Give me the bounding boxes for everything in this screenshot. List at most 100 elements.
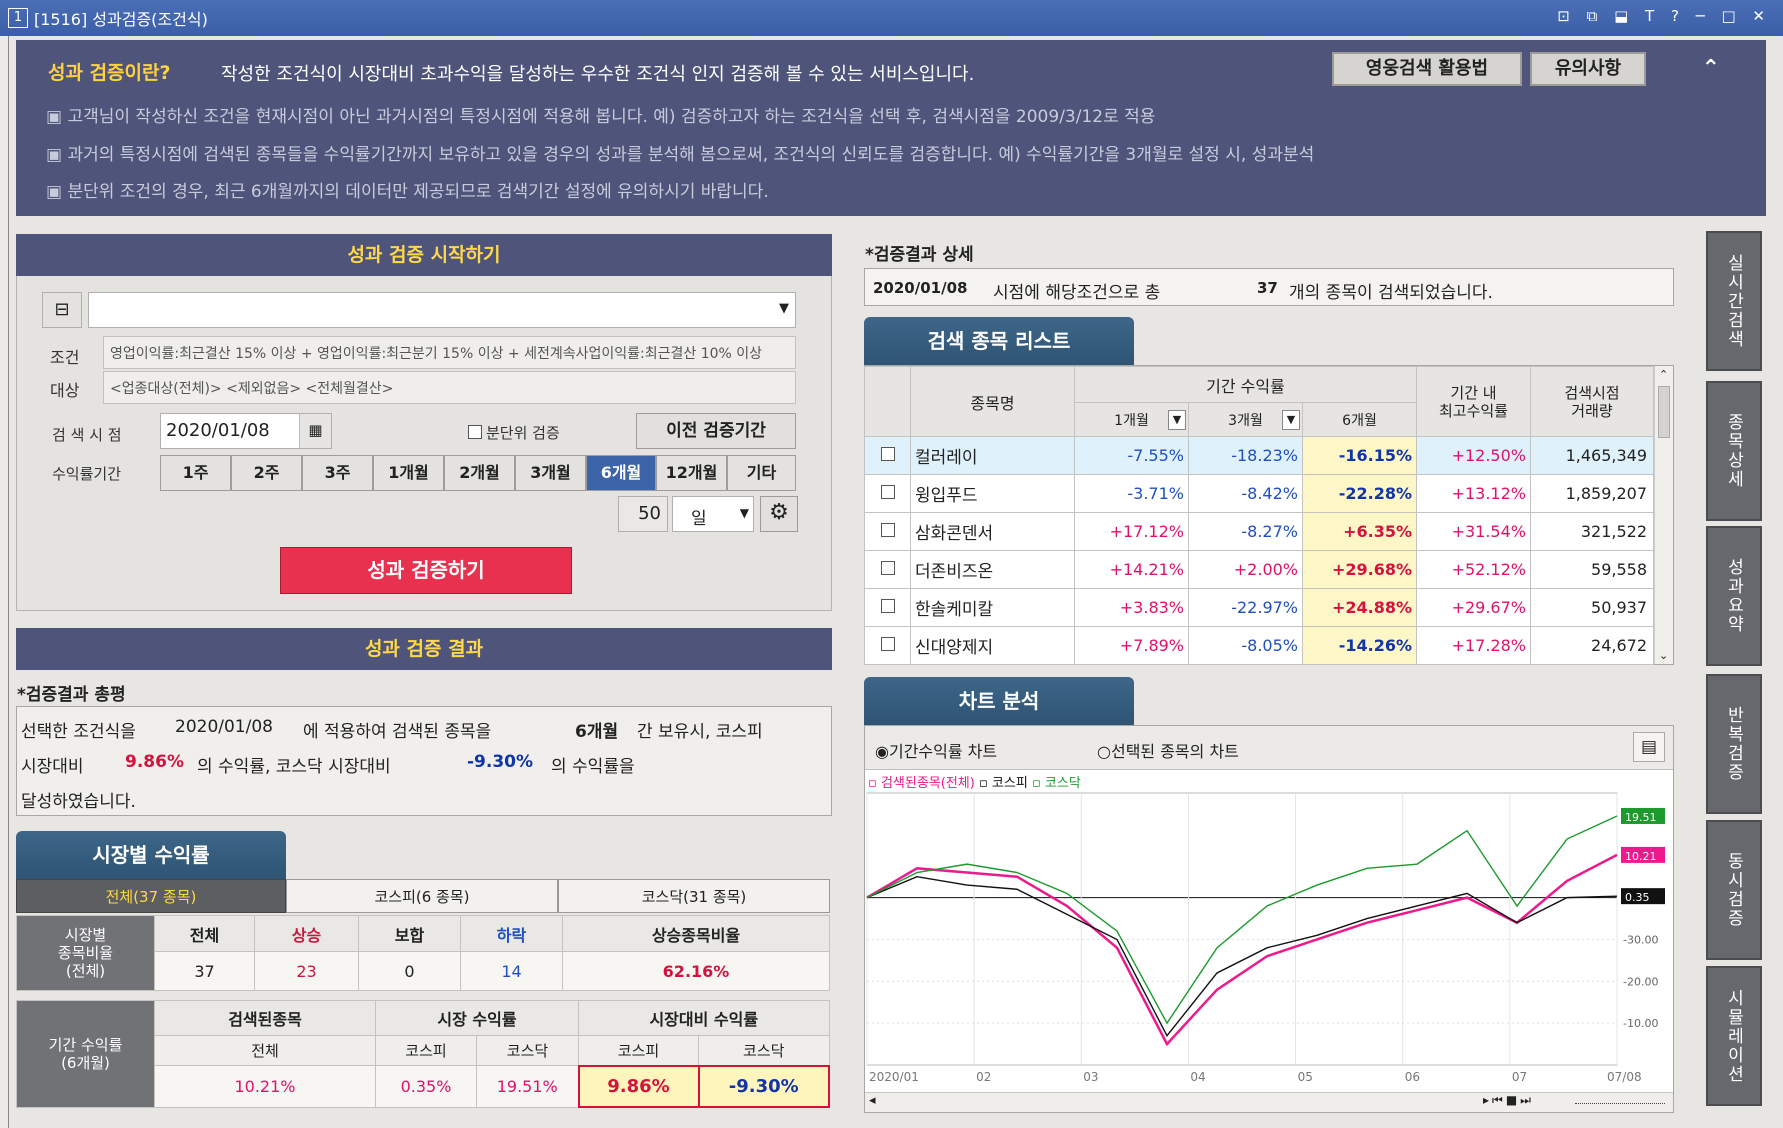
- notice-button[interactable]: 유의사항: [1530, 52, 1646, 86]
- return-1m: +3.83%: [1074, 588, 1189, 627]
- window-controls[interactable]: ⊡ ⧉ ⬓ T ? ─ □ ✕: [1557, 7, 1771, 25]
- detail-date: 2020/01/08: [873, 279, 968, 297]
- x-tick-label: 2020/01: [869, 1070, 919, 1084]
- side-tab-repeat-verify[interactable]: 반복검증: [1706, 674, 1762, 814]
- run-verify-button[interactable]: 성과 검증하기: [280, 547, 572, 594]
- radio-selected-chart[interactable]: ○선택된 종목의 차트: [1097, 742, 1239, 761]
- subtab-kosdaq[interactable]: 코스닥(31 종목): [558, 879, 830, 913]
- stock-row[interactable]: 윙입푸드 -3.71% -8.42% -22.28% +13.12% 1,859,207: [864, 474, 1654, 513]
- chevron-up-icon[interactable]: ⌃: [1659, 368, 1669, 381]
- x-tick-label: 04: [1190, 1070, 1205, 1084]
- chart-scroll[interactable]: ◂ ▸⏮■⏭: [865, 1092, 1673, 1112]
- subtab-kospi[interactable]: 코스피(6 종목): [286, 879, 558, 913]
- scroll-thumb[interactable]: [1658, 386, 1670, 438]
- stock-row[interactable]: 한솔케미칼 +3.83% -22.97% +24.88% +29.67% 50,937: [864, 588, 1654, 627]
- excess-return-kosdaq: -9.30%: [697, 1064, 830, 1108]
- minute-checkbox[interactable]: [468, 425, 482, 439]
- window-titlebar: 1 [1516] 성과검증(조건식) ⊡ ⧉ ⬓ T ? ─ □ ✕: [0, 0, 1783, 36]
- volume: 321,522: [1530, 512, 1654, 551]
- scroll-left-icon[interactable]: ◂: [869, 1093, 876, 1108]
- radio-period-chart[interactable]: ◉기간수익률 차트: [875, 742, 998, 761]
- col-3m[interactable]: 3개월 ▼: [1188, 402, 1303, 437]
- col-3m-label: 3개월: [1228, 412, 1263, 429]
- legend-kosdaq: ▫ 코스닥: [1031, 776, 1081, 791]
- end-label-box: [1621, 888, 1665, 905]
- ratio-value: 0: [358, 951, 461, 991]
- info-banner: 성과 검증이란? 작성한 조건식이 시장대비 초과수익을 달성하는 우수한 조건…: [16, 40, 1766, 216]
- side-tab-stock-detail[interactable]: 종목상세: [1706, 381, 1762, 521]
- info-line-2: ▣ 과거의 특정시점에 검색된 종목들을 수익률기간까지 보유하고 있을 경우의…: [46, 145, 1315, 165]
- list-scrollbar[interactable]: ⌃ ⌄: [1654, 366, 1673, 664]
- rise-ratio-value: 62.16%: [562, 951, 830, 991]
- calendar-icon[interactable]: ▦: [299, 414, 331, 448]
- stock-row[interactable]: 삼화콘덴서 +17.12% -8.27% +6.35% +31.54% 321,522: [864, 512, 1654, 551]
- chart-tab[interactable]: 차트 분석: [864, 677, 1134, 725]
- playback-controls[interactable]: ▸⏮■⏭: [1483, 1093, 1534, 1107]
- return-sub: 코스피: [578, 1035, 699, 1066]
- row-checkbox[interactable]: [880, 523, 895, 537]
- zoom-slider[interactable]: [1575, 1103, 1665, 1104]
- target-label: 대상: [50, 381, 80, 400]
- col-1m[interactable]: 1개월 ▼: [1074, 402, 1189, 437]
- side-tab-realtime[interactable]: 실시간검색: [1706, 231, 1762, 371]
- hero-search-guide-button[interactable]: 영웅검색 활용법: [1332, 52, 1522, 86]
- return-3m: -22.97%: [1188, 588, 1303, 627]
- target-text: <업종대상(전체)> <제외없음> <전체월결산>: [103, 371, 796, 404]
- days-input[interactable]: 50: [618, 496, 668, 532]
- condition-select[interactable]: ▼: [88, 292, 796, 328]
- return-3m: -8.42%: [1188, 474, 1303, 513]
- subtab-all[interactable]: 전체(37 종목): [16, 879, 286, 913]
- days-unit-select[interactable]: 일 ▼: [672, 496, 754, 532]
- legend-kospi-label: 코스피: [991, 776, 1028, 791]
- chevron-down-icon[interactable]: ▼: [1282, 410, 1300, 430]
- ratio-header: 상승종목비율: [562, 915, 830, 952]
- period-2w[interactable]: 2주: [231, 455, 302, 491]
- info-line-3: ▣ 분단위 조건의 경우, 최근 6개월까지의 데이터만 제공되므로 검색기간 …: [46, 182, 769, 202]
- gear-icon[interactable]: ⚙: [760, 496, 798, 532]
- period-6m[interactable]: 6개월: [586, 455, 656, 491]
- chevron-down-icon[interactable]: ▼: [1168, 410, 1186, 430]
- period-etc[interactable]: 기타: [727, 455, 796, 491]
- side-tab-simul-verify[interactable]: 동시검증: [1706, 820, 1762, 960]
- info-lead: 작성한 조건식이 시장대비 초과수익을 달성하는 우수한 조건식 인지 검증해 …: [221, 64, 975, 85]
- period-3w[interactable]: 3주: [302, 455, 373, 491]
- volume: 50,937: [1530, 588, 1654, 627]
- row-checkbox[interactable]: [880, 637, 895, 651]
- chevron-down-icon[interactable]: ⌄: [1659, 649, 1669, 662]
- collapse-icon[interactable]: ⌃: [1701, 56, 1720, 81]
- summary-text: 선택한 조건식을: [21, 722, 136, 742]
- stock-row[interactable]: 신대양제지 +7.89% -8.05% -14.26% +17.28% 24,672: [864, 626, 1654, 665]
- col-6m: 6개월: [1302, 402, 1417, 437]
- row-checkbox[interactable]: [880, 599, 895, 613]
- return-6m: -14.26%: [1302, 626, 1417, 665]
- return-line-chart[interactable]: -10.00 -20.00 -30.00 2020/01 02 03 04 05 06 07 07/…: [865, 785, 1673, 1090]
- summary-text: 의 수익률을: [551, 757, 635, 777]
- side-tab-simulation[interactable]: 시뮬레이션: [1706, 966, 1762, 1106]
- period-1w[interactable]: 1주: [160, 455, 231, 491]
- side-tab-perf-summary[interactable]: 성과요약: [1706, 526, 1762, 666]
- stock-row[interactable]: 컬러레이 -7.55% -18.23% -16.15% +12.50% 1,465,349: [864, 436, 1654, 475]
- row-checkbox-cell: [864, 588, 911, 627]
- y-tick-label: -10.00: [1623, 1017, 1658, 1030]
- ratio-header: 전체: [154, 915, 255, 952]
- stock-row[interactable]: 더존비즈온 +14.21% +2.00% +29.68% +52.12% 59,558: [864, 550, 1654, 589]
- period-12m[interactable]: 12개월: [656, 455, 727, 491]
- result-header: 성과 검증 결과: [16, 628, 832, 670]
- condition-list-icon[interactable]: ⊟: [42, 292, 82, 328]
- period-3m[interactable]: 3개월: [515, 455, 586, 491]
- period-1m[interactable]: 1개월: [373, 455, 444, 491]
- stock-name: 삼화콘덴서: [910, 512, 1075, 551]
- chart-table-icon[interactable]: ▤: [1633, 732, 1665, 762]
- y-tick-label: -30.00: [1623, 933, 1658, 946]
- row-checkbox[interactable]: [880, 561, 895, 575]
- stock-name: 한솔케미칼: [910, 588, 1075, 627]
- row-checkbox[interactable]: [880, 485, 895, 499]
- row-checkbox[interactable]: [880, 447, 895, 461]
- volume: 1,465,349: [1530, 436, 1654, 475]
- search-date-input[interactable]: 2020/01/08 ▦: [160, 413, 332, 449]
- period-2m[interactable]: 2개월: [444, 455, 515, 491]
- prev-period-button[interactable]: 이전 검증기간: [636, 413, 796, 449]
- search-list-tab[interactable]: 검색 종목 리스트: [864, 317, 1134, 365]
- ratio-table: 시장별 종목비율 (전체) 전체 상승 보합 하락 상승종목비율 37 23 0…: [16, 915, 830, 991]
- market-returns-tab[interactable]: 시장별 수익률: [16, 831, 286, 879]
